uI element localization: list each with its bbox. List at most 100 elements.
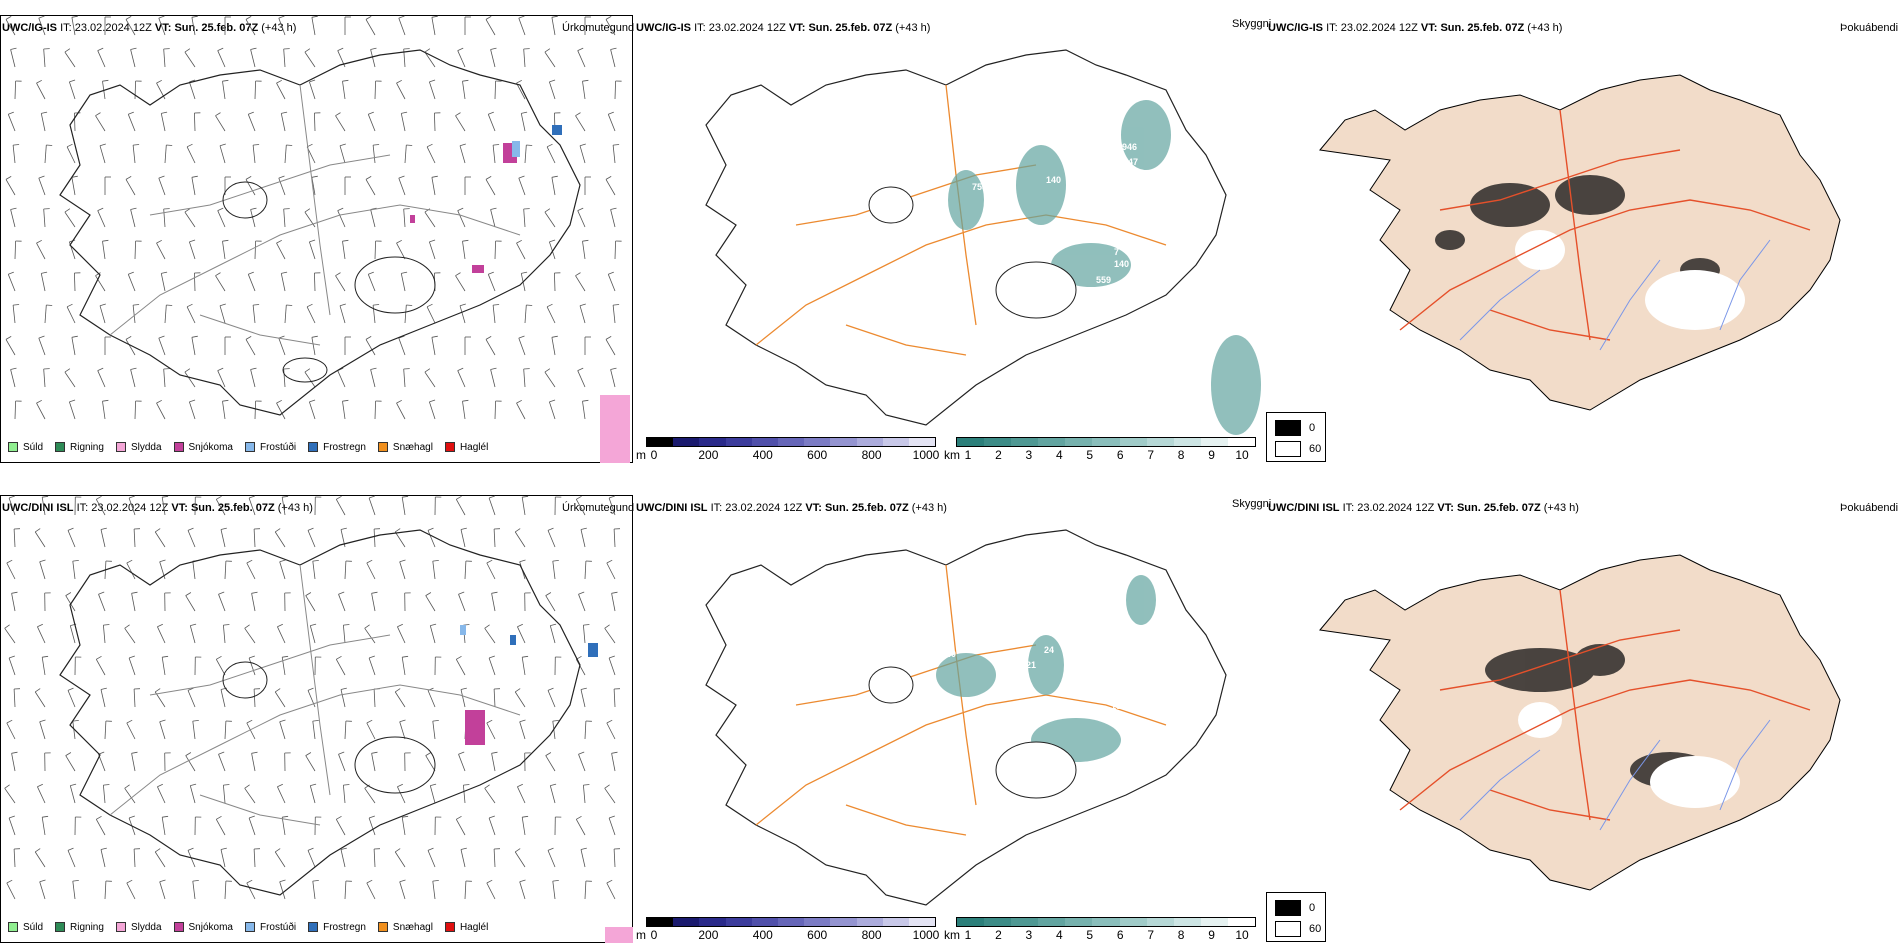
- wind-barb-flag: [424, 208, 431, 213]
- wind-barb-flag: [67, 687, 74, 691]
- wind-barb: [12, 145, 16, 164]
- wind-barb: [523, 368, 526, 388]
- wind-barb-flag: [103, 784, 110, 786]
- wind-barb: [65, 595, 76, 612]
- wind-barb-flag: [6, 719, 13, 724]
- wind-barb-flag: [71, 15, 78, 18]
- fog-swatch: [1275, 441, 1301, 457]
- wind-barb: [368, 657, 376, 676]
- wind-barb-flag: [65, 592, 72, 596]
- colorbar-segment: [1092, 918, 1120, 926]
- wind-barb-flag: [309, 79, 316, 83]
- wind-barb: [100, 689, 106, 708]
- wind-barb-flag: [10, 367, 17, 370]
- wind-barb: [132, 305, 136, 324]
- iceland-land: [1319, 554, 1841, 891]
- iceland-outline: [59, 529, 581, 896]
- fog-title: Þokuábendi: [1840, 502, 1899, 514]
- wind-barb: [394, 531, 406, 548]
- vis-label: 946: [1122, 142, 1137, 152]
- wind-barb: [404, 304, 407, 324]
- vis-label: 140: [1046, 175, 1061, 185]
- wind-barb-flag: [34, 528, 41, 533]
- colorbar-segment: [856, 918, 883, 926]
- scale-tick: 0: [650, 448, 658, 462]
- scale-tick: 3: [1025, 448, 1033, 462]
- wind-barb-flag: [251, 751, 258, 754]
- distance-colorbar: [956, 917, 1256, 927]
- rivers: [1459, 719, 1771, 831]
- vis-label: 758: [972, 182, 987, 192]
- wind-barb-flag: [102, 399, 109, 402]
- wind-barb: [399, 881, 406, 900]
- wind-barb: [373, 848, 376, 868]
- wind-barb: [464, 560, 467, 580]
- wind-barb: [103, 625, 106, 644]
- wind-barb-flag: [218, 751, 225, 755]
- colorbar-segment: [1200, 438, 1228, 446]
- wind-barb-flag: [339, 303, 346, 307]
- wind-barb-flag: [484, 784, 490, 789]
- wind-barb: [367, 114, 376, 132]
- wind-barb: [365, 19, 376, 36]
- wind-barb: [277, 786, 286, 804]
- wind-barb-flag: [394, 688, 401, 693]
- colorbar-segment: [1011, 918, 1039, 926]
- wind-barb-flag: [456, 495, 462, 500]
- wind-barb: [246, 562, 256, 580]
- wind-barb: [492, 305, 496, 324]
- scale-unit: m: [636, 448, 646, 462]
- legend-swatch: [173, 922, 184, 932]
- wind-barb-flag: [186, 143, 193, 148]
- wind-barb: [251, 593, 256, 612]
- wind-barb: [312, 561, 316, 580]
- wind-barb: [38, 177, 46, 196]
- wind-barb: [613, 688, 616, 708]
- wind-barb-flag: [124, 784, 130, 789]
- wind-barb: [457, 50, 466, 68]
- precip-map: [5, 15, 630, 463]
- legend-swatch: [308, 922, 319, 932]
- wind-barb: [488, 657, 496, 676]
- wind-barb-flag: [608, 271, 614, 275]
- wind-barb: [125, 339, 136, 356]
- height-colorbar: [646, 917, 936, 927]
- scale-tick: 800: [861, 928, 882, 942]
- wind-barb: [371, 593, 376, 612]
- wind-barb: [309, 625, 316, 644]
- wind-barb-flag: [248, 815, 255, 819]
- wind-barb: [6, 722, 16, 740]
- wind-barb: [606, 882, 616, 900]
- wind-barb: [128, 497, 136, 516]
- wind-barb-flag: [222, 399, 229, 402]
- wind-barb: [99, 145, 106, 164]
- wind-barb-flag: [36, 79, 42, 84]
- wind-barb-flag: [223, 784, 230, 786]
- wind-barb: [309, 241, 316, 260]
- precip-panel-frame: [0, 495, 633, 943]
- wind-barb: [431, 177, 436, 196]
- colorbar-segment: [1065, 918, 1093, 926]
- wind-barb: [187, 530, 196, 548]
- wind-barb: [304, 371, 316, 388]
- wind-barb: [517, 786, 526, 804]
- wind-barb: [10, 369, 16, 388]
- wind-barb-flag: [130, 367, 137, 370]
- wind-barb: [7, 114, 16, 132]
- fog-legend: 0 60: [1266, 412, 1326, 462]
- wind-barb-flag: [244, 624, 250, 629]
- wind-barb: [493, 688, 496, 708]
- wind-barb-flag: [608, 495, 615, 499]
- wind-barb-flag: [608, 655, 615, 659]
- wind-barb-flag: [521, 271, 528, 274]
- wind-barb-flag: [611, 751, 618, 754]
- wind-barb: [97, 210, 106, 228]
- wind-barb: [455, 275, 466, 292]
- wind-barb-flag: [13, 304, 20, 306]
- wind-barb: [462, 241, 466, 260]
- wind-barb-flag: [427, 527, 434, 531]
- wind-barb-flag: [276, 399, 282, 404]
- scale-tick: 3: [1025, 928, 1033, 942]
- wind-barb-flag: [491, 591, 498, 594]
- wind-barb-flag: [307, 687, 314, 691]
